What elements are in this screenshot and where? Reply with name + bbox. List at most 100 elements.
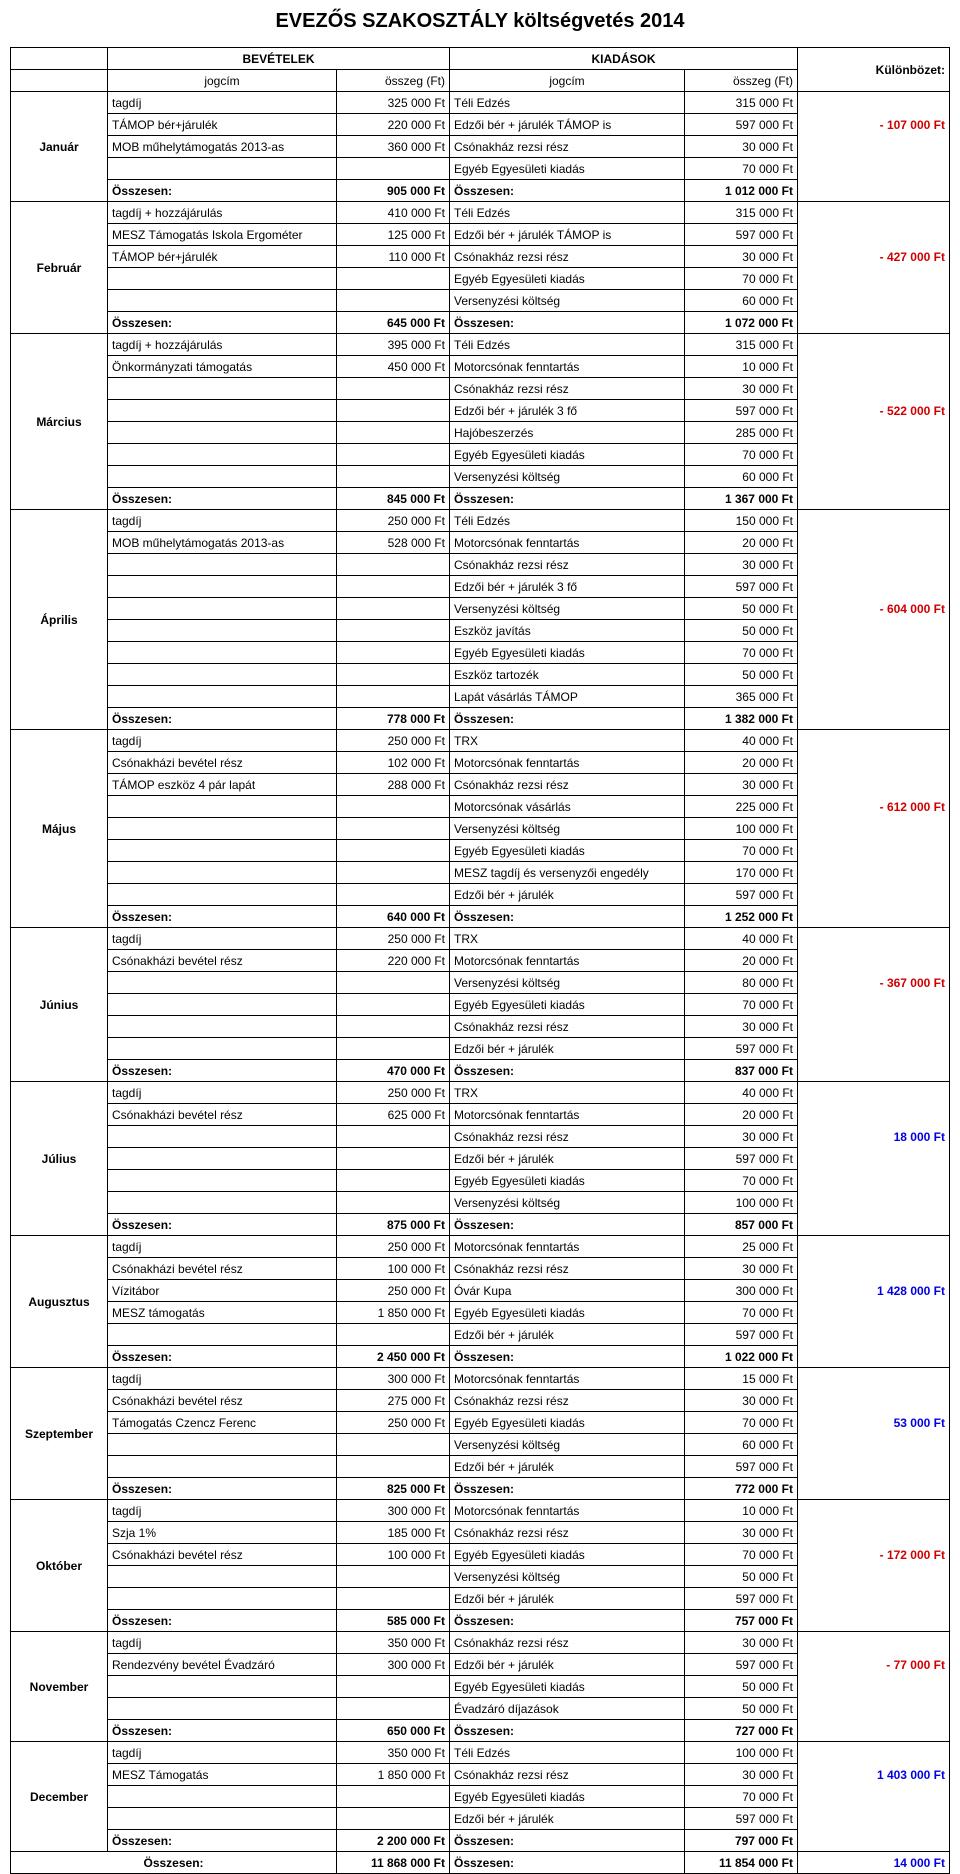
table-row: Egyéb Egyesületi kiadás70 000 Ft (11, 158, 950, 180)
diff-value: - 427 000 Ft (798, 246, 950, 268)
sum-row: Összesen:845 000 FtÖsszesen:1 367 000 Ft (11, 488, 950, 510)
sum-row: Összesen:905 000 FtÖsszesen:1 012 000 Ft (11, 180, 950, 202)
month-label: December (11, 1742, 108, 1852)
table-row: Csónakházi bevétel rész220 000 FtMotorcs… (11, 950, 950, 972)
month-label: Április (11, 510, 108, 730)
table-row: Csónakházi bevétel rész100 000 FtEgyéb E… (11, 1544, 950, 1566)
diff-value: - 172 000 Ft (798, 1544, 950, 1566)
header-expense: KIADÁSOK (450, 48, 798, 70)
sum-row: Összesen:645 000 FtÖsszesen:1 072 000 Ft (11, 312, 950, 334)
grand-total-row: Összesen:11 868 000 FtÖsszesen:11 854 00… (11, 1852, 950, 1874)
table-row: Lapát vásárlás TÁMOP365 000 Ft (11, 686, 950, 708)
table-row: Csónakház rezsi rész30 000 Ft (11, 554, 950, 576)
budget-table: BEVÉTELEKKIADÁSOKKülönbözet:jogcímösszeg… (10, 47, 950, 1874)
table-row: MESZ Támogatás Iskola Ergométer125 000 F… (11, 224, 950, 246)
table-row: Versenyzési költség50 000 Ft- 604 000 Ft (11, 598, 950, 620)
page-title: EVEZŐS SZAKOSZTÁLY költségvetés 2014 (0, 0, 960, 47)
table-row: Hajóbeszerzés285 000 Ft (11, 422, 950, 444)
month-label: Június (11, 928, 108, 1082)
table-row: Edzői bér + járulék 3 fő597 000 Ft- 522 … (11, 400, 950, 422)
table-row: Versenyzési költség100 000 Ft (11, 1192, 950, 1214)
month-label: Október (11, 1500, 108, 1632)
diff-value: - 107 000 Ft (798, 114, 950, 136)
table-row: Egyéb Egyesületi kiadás70 000 Ft (11, 1170, 950, 1192)
diff-value: - 612 000 Ft (798, 796, 950, 818)
diff-value: - 77 000 Ft (798, 1654, 950, 1676)
table-row: Versenyzési költség50 000 Ft (11, 1566, 950, 1588)
table-row: Edzői bér + járulék597 000 Ft (11, 1588, 950, 1610)
table-row: Szeptembertagdíj300 000 FtMotorcsónak fe… (11, 1368, 950, 1390)
sum-row: Összesen:875 000 FtÖsszesen:857 000 Ft (11, 1214, 950, 1236)
table-row: Versenyzési költség100 000 Ft (11, 818, 950, 840)
table-row: Októbertagdíj300 000 FtMotorcsónak fennt… (11, 1500, 950, 1522)
table-row: Egyéb Egyesületi kiadás70 000 Ft (11, 840, 950, 862)
diff-value: - 522 000 Ft (798, 400, 950, 422)
table-row: MOB műhelytámogatás 2013-as360 000 FtCsó… (11, 136, 950, 158)
table-row: Edzői bér + járulék597 000 Ft (11, 1808, 950, 1830)
table-row: Versenyzési költség60 000 Ft (11, 466, 950, 488)
diff-value: 1 428 000 Ft (798, 1280, 950, 1302)
table-row: Szja 1%185 000 FtCsónakház rezsi rész30 … (11, 1522, 950, 1544)
table-row: Egyéb Egyesületi kiadás50 000 Ft (11, 1676, 950, 1698)
table-row: Edzői bér + járulék597 000 Ft (11, 1148, 950, 1170)
table-row: Edzői bér + járulék 3 fő597 000 Ft (11, 576, 950, 598)
sum-row: Összesen:650 000 FtÖsszesen:727 000 Ft (11, 1720, 950, 1742)
month-label: Május (11, 730, 108, 928)
table-row: Egyéb Egyesületi kiadás70 000 Ft (11, 1786, 950, 1808)
table-row: Eszköz javítás50 000 Ft (11, 620, 950, 642)
month-label: Március (11, 334, 108, 510)
diff-value: 53 000 Ft (798, 1412, 950, 1434)
table-row: Rendezvény bevétel Évadzáró300 000 FtEdz… (11, 1654, 950, 1676)
diff-value: - 367 000 Ft (798, 972, 950, 994)
sum-row: Összesen:2 450 000 FtÖsszesen:1 022 000 … (11, 1346, 950, 1368)
table-row: Edzői bér + járulék597 000 Ft (11, 1324, 950, 1346)
table-row: Egyéb Egyesületi kiadás70 000 Ft (11, 268, 950, 290)
diff-value: - 604 000 Ft (798, 598, 950, 620)
table-row: Eszköz tartozék50 000 Ft (11, 664, 950, 686)
sum-row: Összesen:640 000 FtÖsszesen:1 252 000 Ft (11, 906, 950, 928)
table-row: Támogatás Czencz Ferenc250 000 FtEgyéb E… (11, 1412, 950, 1434)
table-row: Márciustagdíj + hozzájárulás395 000 FtTé… (11, 334, 950, 356)
table-row: Áprilistagdíj250 000 FtTéli Edzés150 000… (11, 510, 950, 532)
table-row: Edzői bér + járulék597 000 Ft (11, 884, 950, 906)
table-row: Augusztustagdíj250 000 FtMotorcsónak fen… (11, 1236, 950, 1258)
table-row: Februártagdíj + hozzájárulás410 000 FtTé… (11, 202, 950, 224)
table-row: Júniustagdíj250 000 FtTRX40 000 Ft (11, 928, 950, 950)
table-row: Csónakházi bevétel rész102 000 FtMotorcs… (11, 752, 950, 774)
table-row: TÁMOP eszköz 4 pár lapát288 000 FtCsónak… (11, 774, 950, 796)
table-row: Vízitábor250 000 FtÓvár Kupa300 000 Ft1 … (11, 1280, 950, 1302)
table-row: Júliustagdíj250 000 FtTRX40 000 Ft (11, 1082, 950, 1104)
header-diff: Különbözet: (798, 48, 950, 92)
sum-row: Összesen:585 000 FtÖsszesen:757 000 Ft (11, 1610, 950, 1632)
table-row: Csónakházi bevétel rész100 000 FtCsónakh… (11, 1258, 950, 1280)
diff-value: 18 000 Ft (798, 1126, 950, 1148)
table-row: Csónakház rezsi rész30 000 Ft (11, 378, 950, 400)
table-row: Egyéb Egyesületi kiadás70 000 Ft (11, 642, 950, 664)
sum-row: Összesen:778 000 FtÖsszesen:1 382 000 Ft (11, 708, 950, 730)
table-row: Csónakház rezsi rész30 000 Ft18 000 Ft (11, 1126, 950, 1148)
month-label: Augusztus (11, 1236, 108, 1368)
table-row: Novembertagdíj350 000 FtCsónakház rezsi … (11, 1632, 950, 1654)
table-row: Versenyzési költség60 000 Ft (11, 290, 950, 312)
table-row: Májustagdíj250 000 FtTRX40 000 Ft (11, 730, 950, 752)
table-row: MESZ támogatás1 850 000 FtEgyéb Egyesüle… (11, 1302, 950, 1324)
table-row: Csónakházi bevétel rész625 000 FtMotorcs… (11, 1104, 950, 1126)
table-row: Edzői bér + járulék597 000 Ft (11, 1456, 950, 1478)
table-row: MESZ Támogatás1 850 000 FtCsónakház rezs… (11, 1764, 950, 1786)
month-label: Szeptember (11, 1368, 108, 1500)
table-row: Egyéb Egyesületi kiadás70 000 Ft (11, 994, 950, 1016)
table-row: Évadzáró díjazások50 000 Ft (11, 1698, 950, 1720)
table-row: Motorcsónak vásárlás225 000 Ft- 612 000 … (11, 796, 950, 818)
diff-value: 1 403 000 Ft (798, 1764, 950, 1786)
table-row: Edzői bér + járulék597 000 Ft (11, 1038, 950, 1060)
table-row: MESZ tagdíj és versenyzői engedély170 00… (11, 862, 950, 884)
table-row: TÁMOP bér+járulék110 000 FtCsónakház rez… (11, 246, 950, 268)
table-row: Decembertagdíj350 000 FtTéli Edzés100 00… (11, 1742, 950, 1764)
table-row: Versenyzési költség60 000 Ft (11, 1434, 950, 1456)
table-row: MOB műhelytámogatás 2013-as528 000 FtMot… (11, 532, 950, 554)
table-row: Önkormányzati támogatás450 000 FtMotorcs… (11, 356, 950, 378)
table-row: TÁMOP bér+járulék220 000 FtEdzői bér + j… (11, 114, 950, 136)
header-income: BEVÉTELEK (108, 48, 450, 70)
month-label: Február (11, 202, 108, 334)
table-row: Csónakházi bevétel rész275 000 FtCsónakh… (11, 1390, 950, 1412)
